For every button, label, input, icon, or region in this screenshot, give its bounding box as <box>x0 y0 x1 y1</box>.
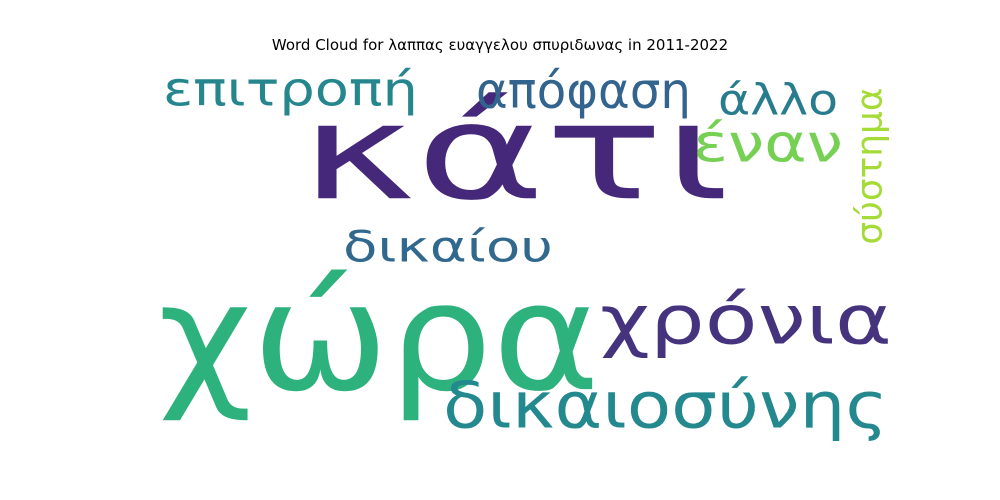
chart-title: Word Cloud for λαππας ευαγγελου σπυριδων… <box>271 36 729 54</box>
word-6: απόφαση <box>476 62 691 120</box>
word-10: σύστημα <box>849 88 890 245</box>
word-1: κάτι <box>300 75 730 230</box>
word-7: δικαίου <box>343 222 553 272</box>
word-5: επιτροπή <box>163 63 418 118</box>
word-3: χρόνια <box>600 281 892 360</box>
word-8: άλλο <box>718 75 838 125</box>
word-2: χώρα <box>158 251 600 425</box>
word-4: δικαιοσύνης <box>443 370 888 444</box>
word-9: έναν <box>693 112 843 174</box>
